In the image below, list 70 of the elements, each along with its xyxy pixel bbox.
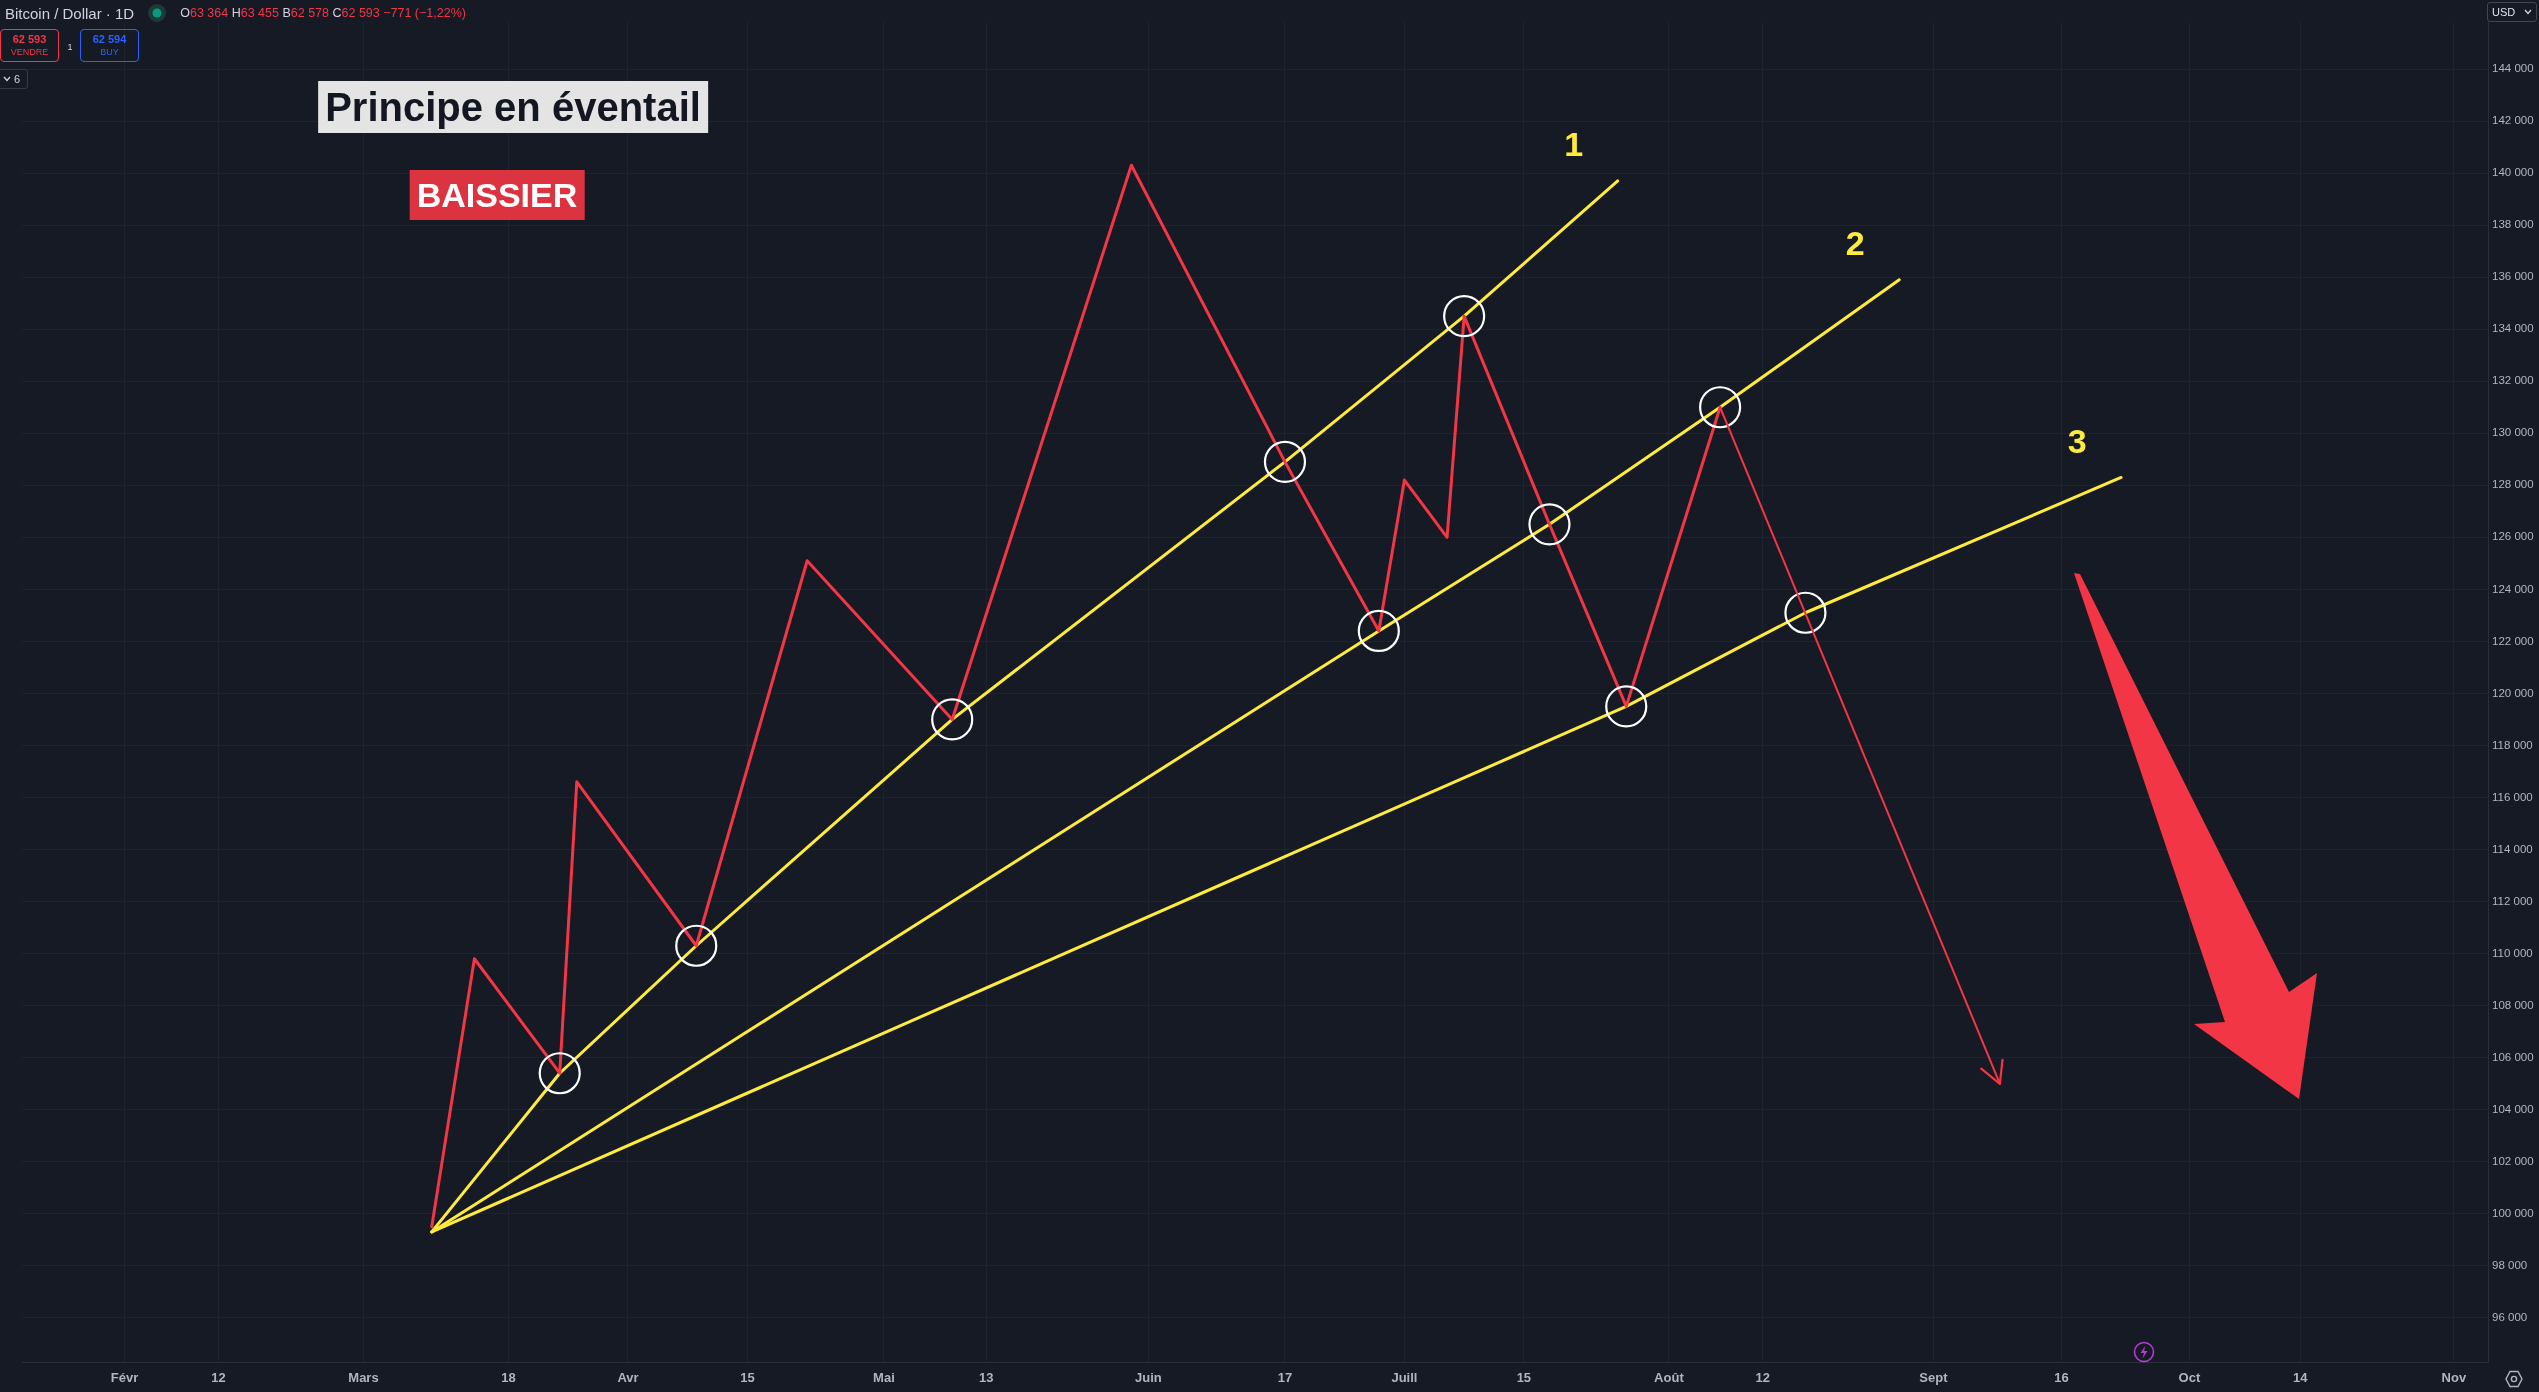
point (675, 924, 718, 967)
x-tick-label: Oct (2178, 1370, 2201, 1386)
text: O63 364 H63 455 B62 578 C62 593 −771 (−1,22%) (180, 6, 466, 20)
buy-button: 62 594 BUY (80, 29, 139, 62)
point (1605, 685, 1648, 728)
y-tick-label: 142 000 (2492, 114, 2534, 127)
y-tick-label: 102 000 (2492, 1154, 2534, 1167)
y-tick-label: 106 000 (2492, 1050, 2534, 1063)
point (1443, 295, 1486, 338)
x-tick-label: Août (1654, 1370, 1685, 1386)
y-tick-label: 140 000 (2492, 166, 2534, 179)
y-tick-label: 110 000 (2492, 946, 2533, 959)
y-tick-label: 120 000 (2492, 686, 2534, 699)
x-tick-label: Avr (617, 1370, 639, 1386)
x-tick-label: 15 (740, 1370, 755, 1386)
annotation: 1 (67, 42, 73, 52)
y-tick-label: 122 000 (2492, 634, 2534, 647)
y-tick-label: 124 000 (2492, 582, 2534, 595)
series-label: 2 (1845, 224, 1865, 263)
y-tick-label: 116 000 (2492, 790, 2533, 803)
y-tick-label: 126 000 (2492, 530, 2534, 543)
y-tick-label: 118 000 (2492, 738, 2533, 751)
y-tick-label: 128 000 (2492, 478, 2534, 491)
y-tick-label: 134 000 (2492, 322, 2534, 335)
y-tick-label: 114 000 (2492, 842, 2533, 855)
y-tick-label: 138 000 (2492, 218, 2534, 231)
text: Principe en éventail (325, 85, 701, 129)
point (538, 1052, 581, 1095)
x-tick-label: Juin (1135, 1370, 1162, 1386)
y-tick-label: 100 000 (2492, 1206, 2534, 1219)
sell-button: 62 593 VENDRE (0, 29, 59, 62)
x-tick-label: Févr (110, 1370, 139, 1386)
point (1699, 386, 1742, 429)
y-tick-label: 144 000 (2492, 62, 2534, 75)
y-tick-label: 98 000 (2492, 1258, 2528, 1271)
x-tick-label: 12 (1755, 1370, 1770, 1386)
dropdown-button: USD (2487, 2, 2537, 22)
x-tick-label: Mai (873, 1370, 895, 1386)
x-tick-label: 13 (979, 1370, 994, 1386)
x-tick-label: 12 (211, 1370, 226, 1386)
x-tick-label: 15 (1516, 1370, 1532, 1386)
text: BAISSIER (416, 176, 578, 214)
y-tick-label: 96 000 (2492, 1310, 2528, 1323)
series-label: 1 (1564, 125, 1584, 164)
dropdown-button: 6 (0, 69, 28, 89)
y-tick-label: 112 000 (2492, 894, 2533, 907)
y-tick-label: 136 000 (2492, 270, 2534, 283)
y-tick-label: 104 000 (2492, 1102, 2534, 1115)
x-tick-label: 17 (1277, 1370, 1293, 1386)
x-tick-label: Nov (2441, 1370, 2467, 1386)
series-label: 3 (2067, 421, 2087, 460)
y-tick-label: 130 000 (2492, 426, 2534, 439)
point (1263, 440, 1307, 483)
point (931, 698, 974, 741)
annotation: VENDRE (10, 45, 49, 59)
y-tick-label: 132 000 (2492, 374, 2534, 387)
point (1357, 609, 1400, 653)
annotation: 62 593 (12, 32, 47, 46)
annotation: BUY (100, 45, 119, 59)
annotation: 62 594 (92, 32, 127, 46)
x-tick-label: 18 (501, 1370, 516, 1386)
text: Bitcoin / Dollar · 1D (5, 4, 135, 22)
x-tick-label: 16 (2054, 1370, 2069, 1386)
point (1784, 591, 1827, 634)
x-tick-label: Juill (1391, 1370, 1418, 1386)
x-tick-label: 14 (2293, 1370, 2309, 1386)
x-tick-label: Mars (348, 1370, 379, 1386)
y-tick-label: 108 000 (2492, 998, 2534, 1011)
x-tick-label: Sept (1919, 1370, 1949, 1386)
point (1528, 503, 1571, 546)
